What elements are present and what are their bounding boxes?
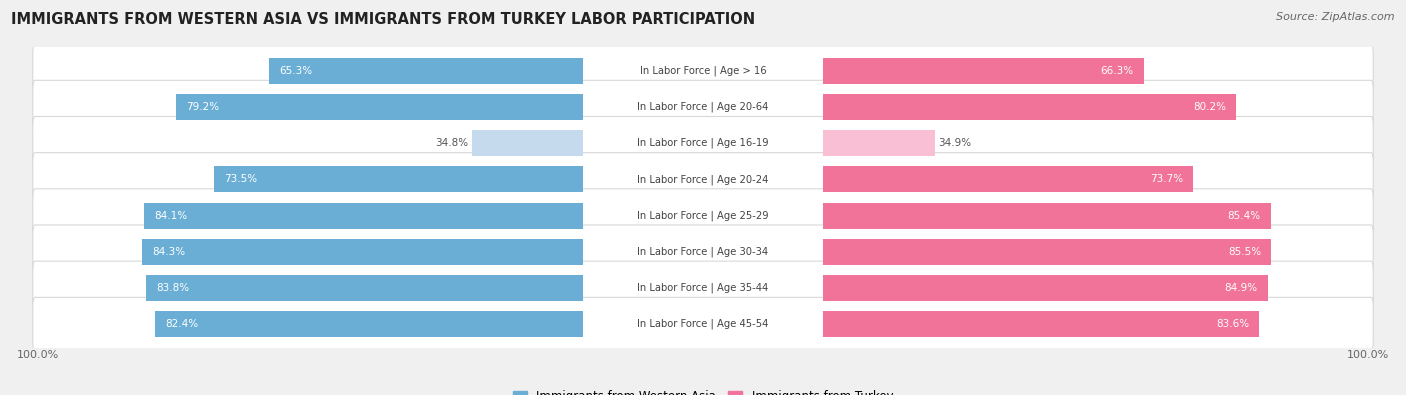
Text: In Labor Force | Age 25-29: In Labor Force | Age 25-29 — [637, 210, 769, 221]
FancyBboxPatch shape — [32, 152, 1374, 206]
Text: 85.4%: 85.4% — [1227, 211, 1261, 220]
Bar — [143, 203, 583, 229]
Text: 84.9%: 84.9% — [1225, 283, 1257, 293]
Legend: Immigrants from Western Asia, Immigrants from Turkey: Immigrants from Western Asia, Immigrants… — [508, 385, 898, 395]
Text: 84.1%: 84.1% — [153, 211, 187, 220]
Text: In Labor Force | Age 45-54: In Labor Force | Age 45-54 — [637, 319, 769, 329]
Text: 80.2%: 80.2% — [1194, 102, 1226, 112]
Text: 83.6%: 83.6% — [1216, 319, 1249, 329]
Bar — [214, 166, 583, 192]
Text: 79.2%: 79.2% — [187, 102, 219, 112]
Bar — [269, 58, 583, 84]
Bar — [823, 130, 935, 156]
Bar — [176, 94, 583, 120]
Text: 34.8%: 34.8% — [436, 138, 468, 148]
Bar — [823, 239, 1271, 265]
Bar — [823, 58, 1144, 84]
Bar — [471, 130, 583, 156]
FancyBboxPatch shape — [32, 261, 1374, 315]
FancyBboxPatch shape — [32, 80, 1374, 134]
Text: 84.3%: 84.3% — [152, 247, 186, 257]
Text: In Labor Force | Age > 16: In Labor Force | Age > 16 — [640, 66, 766, 76]
Text: 73.5%: 73.5% — [225, 175, 257, 184]
Text: 82.4%: 82.4% — [165, 319, 198, 329]
Bar — [823, 203, 1271, 229]
Text: 85.5%: 85.5% — [1229, 247, 1261, 257]
Bar — [823, 166, 1194, 192]
Text: 65.3%: 65.3% — [278, 66, 312, 76]
Text: In Labor Force | Age 16-19: In Labor Force | Age 16-19 — [637, 138, 769, 149]
Text: Source: ZipAtlas.com: Source: ZipAtlas.com — [1277, 12, 1395, 22]
Bar — [155, 311, 583, 337]
Text: 83.8%: 83.8% — [156, 283, 188, 293]
Bar — [823, 94, 1236, 120]
Text: In Labor Force | Age 20-64: In Labor Force | Age 20-64 — [637, 102, 769, 112]
Bar — [823, 275, 1267, 301]
Bar — [146, 275, 583, 301]
Bar — [142, 239, 583, 265]
FancyBboxPatch shape — [32, 117, 1374, 170]
FancyBboxPatch shape — [32, 189, 1374, 243]
Text: In Labor Force | Age 30-34: In Labor Force | Age 30-34 — [637, 246, 769, 257]
Text: IMMIGRANTS FROM WESTERN ASIA VS IMMIGRANTS FROM TURKEY LABOR PARTICIPATION: IMMIGRANTS FROM WESTERN ASIA VS IMMIGRAN… — [11, 12, 755, 27]
FancyBboxPatch shape — [32, 225, 1374, 278]
Text: 73.7%: 73.7% — [1150, 175, 1182, 184]
Bar — [823, 311, 1258, 337]
FancyBboxPatch shape — [32, 297, 1374, 351]
Text: In Labor Force | Age 20-24: In Labor Force | Age 20-24 — [637, 174, 769, 185]
FancyBboxPatch shape — [32, 44, 1374, 98]
Text: 66.3%: 66.3% — [1101, 66, 1133, 76]
Text: In Labor Force | Age 35-44: In Labor Force | Age 35-44 — [637, 283, 769, 293]
Text: 34.9%: 34.9% — [938, 138, 972, 148]
